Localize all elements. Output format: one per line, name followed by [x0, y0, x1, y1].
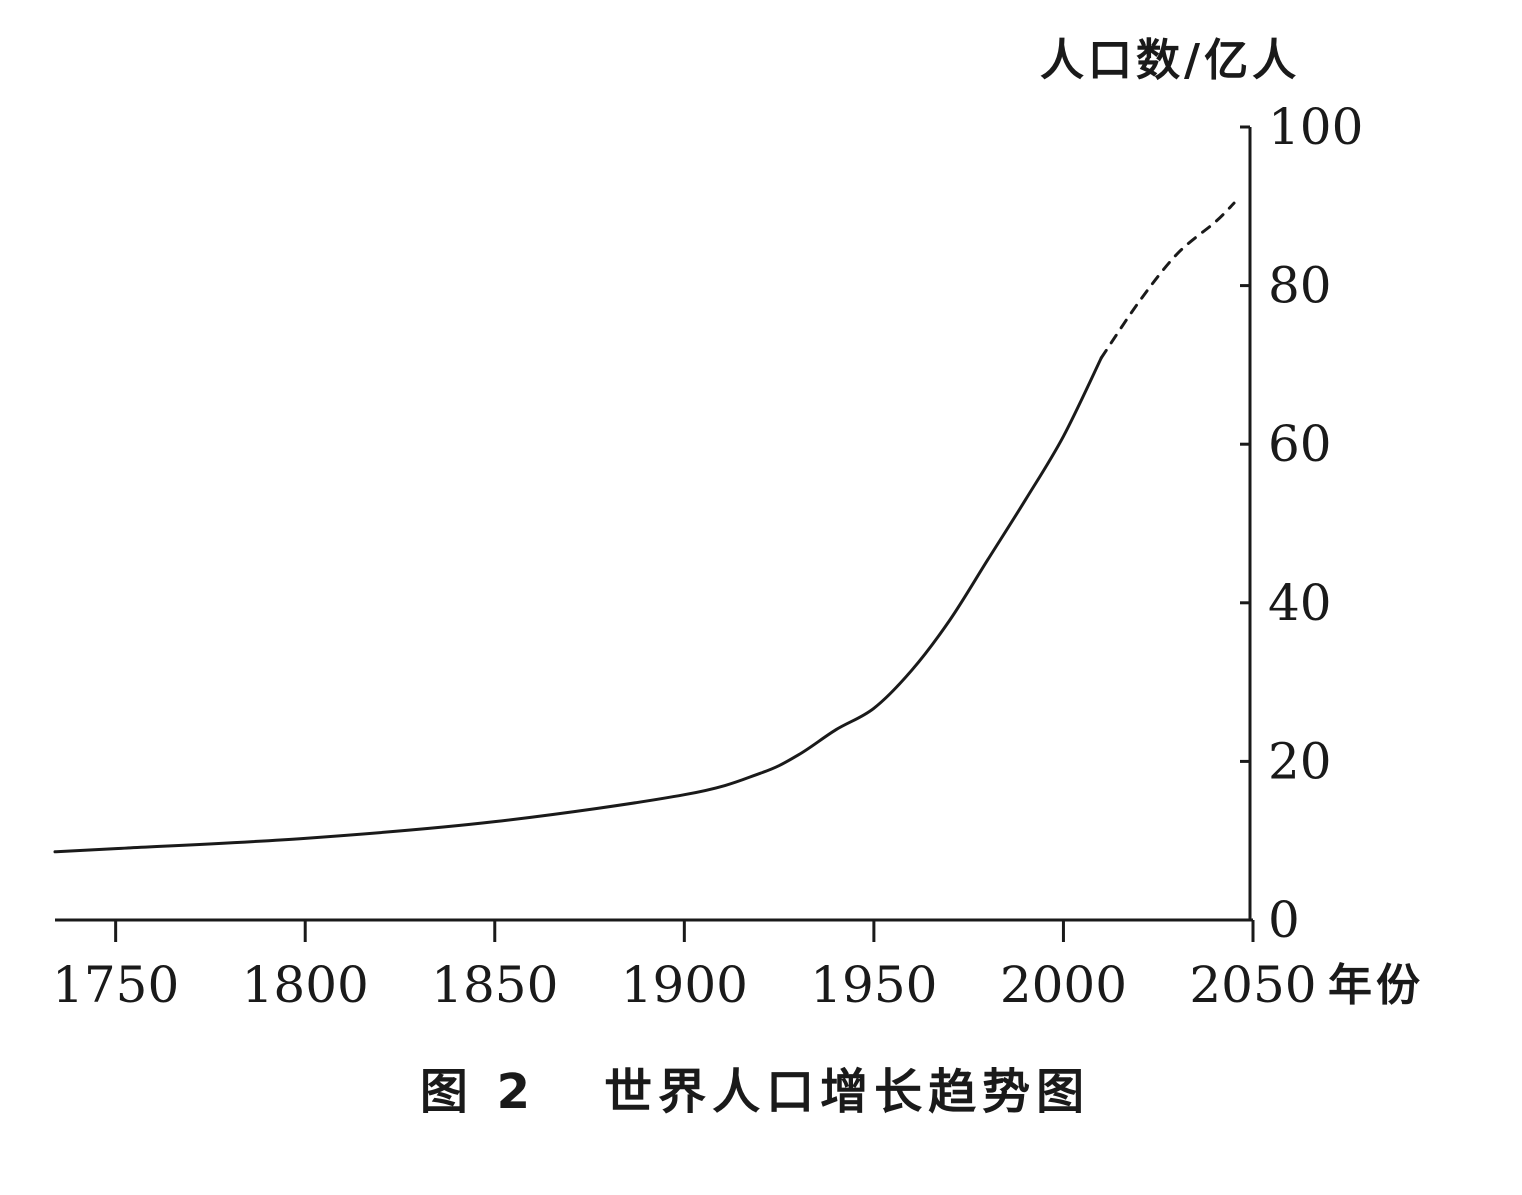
y-tick-label: 60	[1268, 415, 1332, 473]
x-tick-label: 2050	[1189, 956, 1316, 1014]
y-tick-label: 80	[1268, 257, 1332, 315]
x-tick-label: 1800	[242, 956, 369, 1014]
x-tick-label: 1950	[810, 956, 937, 1014]
y-tick-label: 0	[1268, 891, 1300, 949]
x-tick-label: 1900	[621, 956, 748, 1014]
y-tick-label: 40	[1268, 574, 1332, 632]
chart-title: 图 2 世界人口增长趋势图	[420, 1064, 1090, 1120]
series-line-projected	[1099, 201, 1236, 360]
y-tick-label: 100	[1268, 98, 1363, 156]
y-axis-label: 人口数/亿人	[1040, 35, 1300, 86]
y-tick-label: 20	[1268, 732, 1332, 790]
x-tick-label: 1850	[431, 956, 558, 1014]
x-tick-label: 1750	[52, 956, 179, 1014]
x-tick-label: 2000	[1000, 956, 1127, 1014]
x-axis-label: 年份	[1328, 960, 1424, 1011]
series-line-actual	[53, 356, 1103, 854]
